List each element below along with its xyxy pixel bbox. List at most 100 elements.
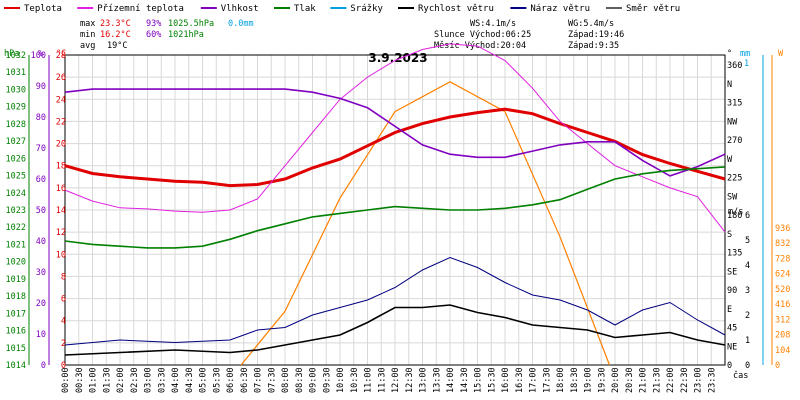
axis-wm-label: W xyxy=(778,49,784,59)
axis-pct-label: % xyxy=(38,49,43,59)
axis-c-tick: 14 xyxy=(56,206,66,216)
legend-label: Směr větru xyxy=(626,4,680,14)
axis-hpa-tick: 1029 xyxy=(6,103,26,113)
stat-moonrise: Měsíc Východ:20:04 xyxy=(434,41,526,51)
axis-deg-tick: 90 xyxy=(727,286,737,296)
axis-pct-tick: 70 xyxy=(36,144,46,154)
x-tick-label: 09:30 xyxy=(322,367,332,393)
axis-c-tick: 20 xyxy=(56,140,66,150)
x-tick-label: 10:30 xyxy=(350,367,360,393)
x-tick-label: 22:00 xyxy=(666,367,676,393)
axis-deg-tick: 180 xyxy=(727,211,742,221)
axis-hpa-label: hPa xyxy=(4,49,19,59)
axis-wm-tick: 312 xyxy=(775,315,790,325)
axis-pct-tick: 50 xyxy=(36,206,46,216)
axis-wm-tick: 104 xyxy=(775,346,790,356)
axis-wm-tick: 416 xyxy=(775,300,790,310)
chart-title: 3.9.2023 xyxy=(368,51,427,65)
axis-mm-tick: 1 xyxy=(744,59,749,69)
x-tick-label: 14:30 xyxy=(460,367,470,393)
x-tick-label: 06:30 xyxy=(240,367,250,393)
stat-max-hum: 93% xyxy=(146,19,161,29)
axis-pct-tick: 90 xyxy=(36,82,46,92)
legend-label: Náraz větru xyxy=(530,4,590,14)
stat-wg: WG:5.4m/s xyxy=(568,19,614,29)
x-tick-label: 09:00 xyxy=(309,367,319,393)
x-tick-label: 04:00 xyxy=(171,367,181,393)
legend-label: Rychlost větru xyxy=(418,4,494,14)
axis-deg-tick: NE xyxy=(727,342,737,352)
stat-sunrise: Slunce Východ:06:25 xyxy=(434,30,531,40)
axis-hpa-tick: 1032 xyxy=(6,51,26,61)
axis-c-tick: 4 xyxy=(61,317,66,327)
stat-min-label: min xyxy=(80,30,95,40)
x-tick-label: 07:30 xyxy=(267,367,277,393)
axis-wm-tick: 520 xyxy=(775,285,790,295)
x-tick-label: 15:00 xyxy=(474,367,484,393)
legend-label: Srážky xyxy=(350,4,383,14)
axis-deg-label: ° xyxy=(727,49,732,59)
axis-wm-tick: 936 xyxy=(775,224,790,234)
axis-pct-tick: 30 xyxy=(36,268,46,278)
axis-c-tick: 0 xyxy=(61,361,66,371)
x-tick-label: 01:00 xyxy=(89,367,99,393)
series-line xyxy=(64,256,726,346)
axis-hpa-tick: 1021 xyxy=(6,240,26,250)
x-tick-label: 19:30 xyxy=(597,367,607,393)
x-tick-label: 14:00 xyxy=(446,367,456,393)
x-tick-label: 16:00 xyxy=(501,367,511,393)
axis-c-tick: 16 xyxy=(56,184,66,194)
x-tick-label: 08:30 xyxy=(295,367,305,393)
axis-deg-tick: N xyxy=(727,80,732,90)
stat-avg-label: avg xyxy=(80,41,95,51)
x-axis-label: čas xyxy=(733,370,748,381)
x-tick-label: 10:00 xyxy=(336,367,346,393)
x-tick-label: 05:30 xyxy=(212,367,222,393)
plot-frame xyxy=(64,54,726,366)
axis-pct-tick: 40 xyxy=(36,237,46,247)
axis-deg-tick: 135 xyxy=(727,249,742,259)
x-tick-label: 07:00 xyxy=(254,367,264,393)
series-line xyxy=(64,43,726,233)
axis-c-tick: 28 xyxy=(56,51,66,61)
axis-pct-tick: 60 xyxy=(36,175,46,185)
x-tick-label: 03:00 xyxy=(144,367,154,393)
axis-pct-tick: 80 xyxy=(36,113,46,123)
x-tick-label: 20:30 xyxy=(625,367,635,393)
x-tick-label: 02:00 xyxy=(116,367,126,393)
axis-c-tick: 12 xyxy=(56,228,66,238)
axis-hpa-tick: 1027 xyxy=(6,137,26,147)
x-tick-label: 17:30 xyxy=(542,367,552,393)
axis-c-tick: 10 xyxy=(56,250,66,260)
axis-c-tick: 8 xyxy=(61,272,66,282)
axis-deg-tick: 45 xyxy=(727,324,737,334)
series-line xyxy=(64,166,726,249)
axis-hpa-tick: 1020 xyxy=(6,258,26,268)
axis-ms-tick: 4 xyxy=(745,261,750,271)
axis-hpa-tick: 1018 xyxy=(6,292,26,302)
x-tick-label: 00:00 xyxy=(61,367,71,393)
stat-sunset: Západ:19:46 xyxy=(568,30,624,40)
axis-deg-tick: 315 xyxy=(727,99,742,109)
x-tick-label: 04:30 xyxy=(185,367,195,393)
x-tick-label: 08:00 xyxy=(281,367,291,393)
x-tick-label: 02:30 xyxy=(130,367,140,393)
x-tick-label: 13:30 xyxy=(432,367,442,393)
x-tick-label: 13:00 xyxy=(419,367,429,393)
axis-hpa-tick: 1014 xyxy=(6,361,26,371)
axis-hpa-tick: 1025 xyxy=(6,172,26,182)
x-tick-label: 01:30 xyxy=(102,367,112,393)
stat-max-label: max xyxy=(80,19,95,29)
legend-label: Přízemní teplota xyxy=(97,4,184,14)
axis-hpa-tick: 1023 xyxy=(6,206,26,216)
axis-deg-tick: E xyxy=(727,305,732,315)
series-line xyxy=(64,88,726,177)
axis-deg-tick: W xyxy=(727,155,733,165)
axis-c-tick: 26 xyxy=(56,73,66,83)
x-tick-label: 22:30 xyxy=(680,367,690,393)
axis-deg-tick: NW xyxy=(727,117,738,127)
x-tick-label: 20:00 xyxy=(611,367,621,393)
axis-mm-label: mm xyxy=(740,49,750,59)
stat-avg-temp: 19°C xyxy=(107,41,127,51)
